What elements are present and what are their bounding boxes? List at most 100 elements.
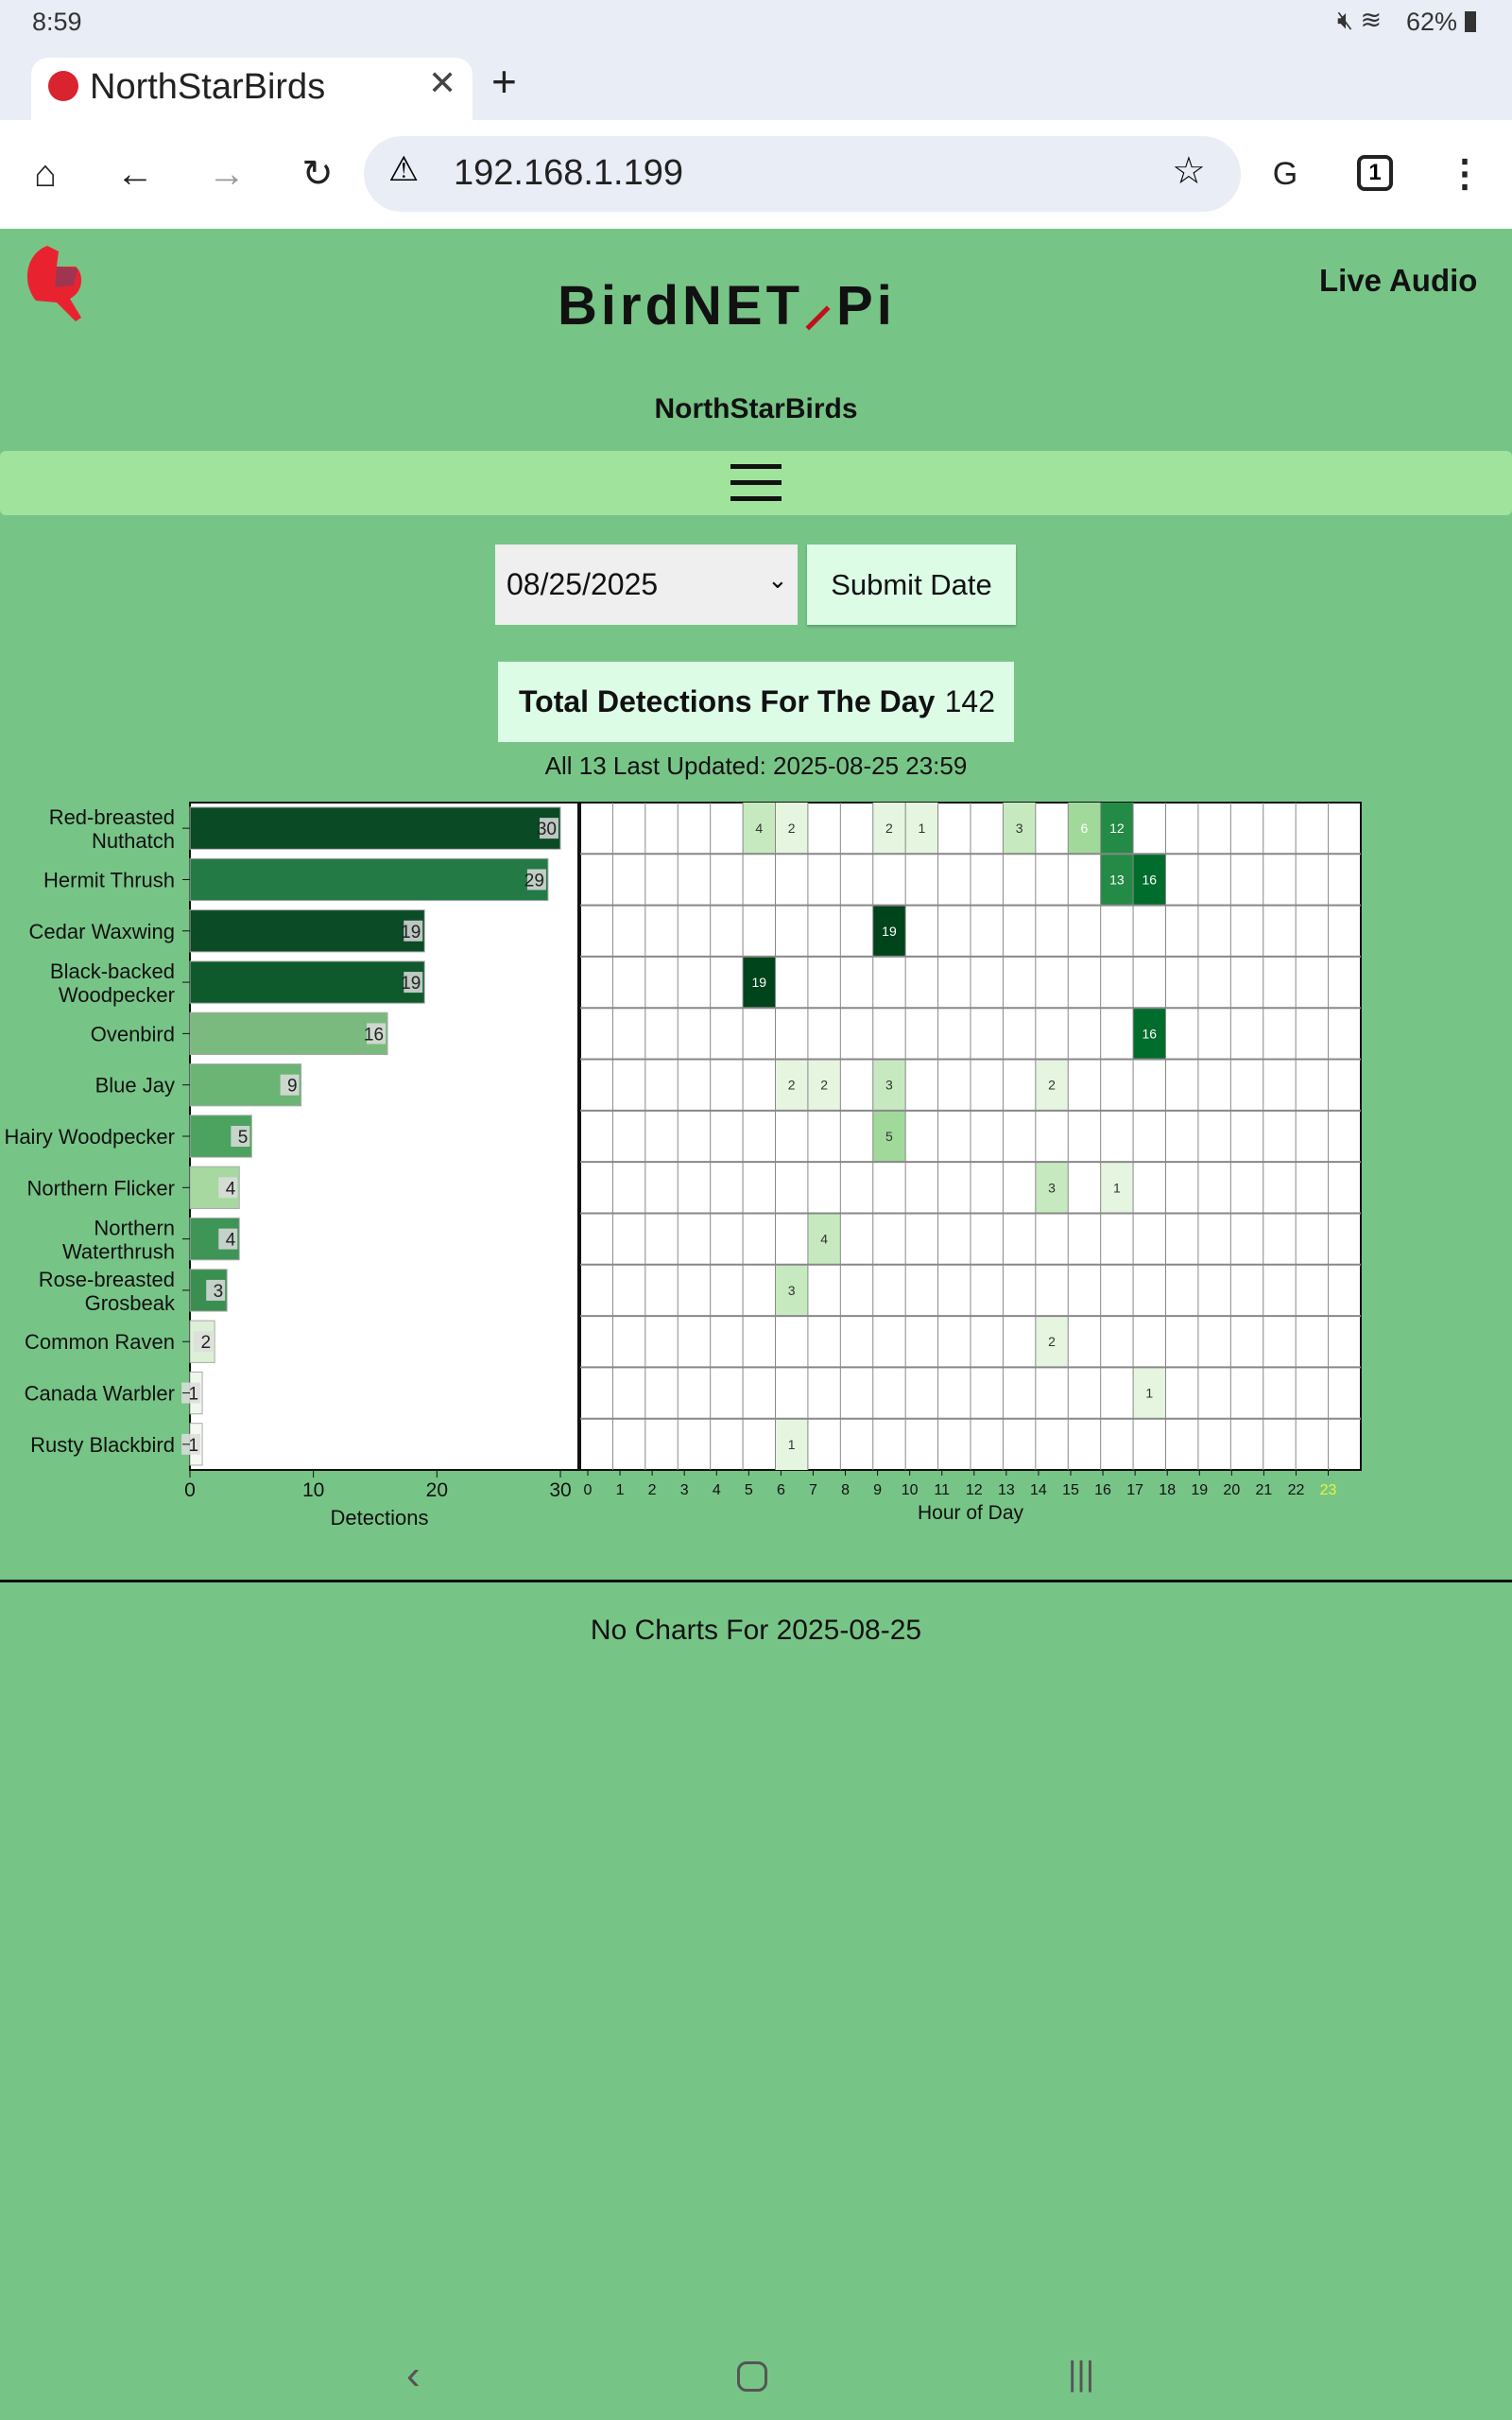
heatmap-cell [872, 1059, 906, 1111]
status-time: 8:59 [32, 8, 82, 36]
bar-value-label: 4 [226, 1179, 236, 1199]
heatmap-cell [872, 905, 906, 957]
back-icon[interactable]: ← [116, 153, 154, 195]
bar-value-label: 29 [524, 871, 544, 890]
hour-tick-label: 4 [713, 1482, 721, 1498]
hour-tick-label: 1 [616, 1482, 625, 1498]
insecure-warning-icon[interactable]: ⚠ [388, 149, 420, 188]
heatmap-cell [1100, 854, 1134, 906]
battery-level: 62% [1406, 8, 1458, 36]
date-select[interactable]: 08/25/2025 ⌄ [495, 544, 798, 625]
forward-icon[interactable]: → [208, 153, 246, 195]
heatmap-cell-value: 2 [820, 1078, 828, 1093]
bar-x-axis-label: Detections [331, 1506, 429, 1530]
total-label: Total Detections For The Day [519, 684, 936, 718]
hour-tick-label: 2 [648, 1482, 657, 1498]
nav-back-icon[interactable]: ‹ [406, 2352, 421, 2398]
heatmap-cell [1133, 1367, 1166, 1419]
species-label: Cedar Waxwing [29, 920, 175, 943]
live-audio-link[interactable]: Live Audio [1319, 263, 1478, 298]
hour-tick-label: 23 [1320, 1482, 1337, 1498]
close-tab-icon[interactable]: ✕ [428, 63, 457, 102]
tab-count[interactable]: 1 [1357, 155, 1393, 191]
bar-3 [189, 960, 425, 1004]
species-label: Common Raven [25, 1330, 175, 1354]
heatmap-cell-value: 19 [882, 924, 897, 939]
heatmap-cell-value: 2 [788, 821, 796, 836]
heatmap-cell-value: 4 [755, 821, 763, 836]
x-tick-label: 10 [302, 1479, 324, 1501]
mute-wifi-icons: 🔇︎ ≋ [1337, 6, 1383, 34]
hour-tick-label: 10 [902, 1482, 919, 1498]
address-bar-row: ⌂ ← → ↻ ⚠ 192.168.1.199 ☆ G 1 ⋮ [0, 120, 1512, 229]
heatmap-cell [1003, 803, 1036, 855]
heatmap-cell-value: 3 [788, 1283, 796, 1298]
reload-icon[interactable]: ↻ [301, 153, 334, 195]
bookmark-star-icon[interactable]: ☆ [1172, 150, 1206, 192]
hour-tick-label: 15 [1062, 1482, 1079, 1498]
site-logo-title: BirdNET⸝Pi [558, 263, 896, 342]
heatmap-cell [1100, 803, 1134, 855]
heatmap-cell [872, 803, 906, 855]
hour-tick-label: 19 [1191, 1482, 1208, 1498]
heatmap-cell [775, 803, 808, 855]
total-detections-box: Total Detections For The Day 142 [498, 662, 1014, 742]
heatmap-cell-value: 19 [752, 975, 767, 990]
heatmap-cell-value: 1 [1145, 1386, 1153, 1401]
hour-tick-label: 13 [998, 1482, 1015, 1498]
page-content: BirdNET⸝Pi Live Audio NorthStarBirds 08/… [0, 229, 1512, 2420]
url-field[interactable]: ⚠ 192.168.1.199 ☆ [364, 136, 1241, 212]
hour-tick-label: 20 [1223, 1482, 1240, 1498]
heatmap-cell-value: 2 [1048, 1078, 1056, 1093]
x-tick-label: 30 [549, 1479, 571, 1501]
nav-home-icon[interactable] [737, 2361, 767, 2392]
nav-recents-icon[interactable]: ||| [1068, 2354, 1095, 2393]
home-icon[interactable]: ⌂ [33, 153, 58, 195]
heatmap-cell-value: 1 [788, 1437, 796, 1452]
new-tab-icon[interactable]: + [491, 57, 517, 106]
bar-value-label: 16 [364, 1025, 384, 1045]
hour-tick-label: 18 [1159, 1482, 1176, 1498]
bar-label-bg [231, 1126, 250, 1147]
bar-0 [189, 806, 561, 850]
last-updated: All 13 Last Updated: 2025-08-25 23:59 [544, 752, 968, 780]
battery-icon [1465, 11, 1476, 32]
heatmap-cell [1035, 1316, 1069, 1368]
browser-tab[interactable]: NorthStarBirds ✕ [31, 58, 472, 120]
bar-value-label: 2 [201, 1333, 212, 1353]
heatmap-cell [1133, 854, 1166, 906]
feather-icon: ⸝ [803, 272, 837, 337]
x-tick-label: 20 [426, 1479, 448, 1501]
heatmap-cell-value: 2 [1048, 1334, 1056, 1349]
bar-label-bg [181, 1433, 201, 1455]
translate-icon[interactable]: G [1272, 156, 1298, 192]
heatmap-cell-value: 16 [1143, 872, 1158, 887]
hamburger-menu-icon[interactable] [730, 464, 782, 502]
submit-date-button[interactable]: Submit Date [807, 544, 1016, 625]
no-charts-message: No Charts For 2025-08-25 [590, 1615, 922, 1646]
species-label: Canada Warbler [25, 1382, 175, 1406]
hour-tick-label: 12 [966, 1482, 983, 1498]
heatmap-cell [807, 1213, 841, 1265]
hour-tick-label: 8 [841, 1482, 850, 1498]
bar-value-label: 19 [401, 923, 421, 942]
menu-dots-icon[interactable]: ⋮ [1446, 153, 1484, 195]
birdnet-logo-icon [26, 246, 82, 321]
hour-tick-label: 6 [777, 1482, 785, 1498]
species-label: Northern Flicker [27, 1176, 175, 1200]
bar-label-bg [367, 1023, 387, 1045]
bar-value-label: 1 [188, 1436, 198, 1456]
bar-label-bg [280, 1074, 300, 1096]
heatmap-cell-value: 16 [1143, 1026, 1158, 1041]
bar-label-bg [218, 1228, 238, 1250]
hour-tick-label: 3 [680, 1482, 689, 1498]
bar-label-bg [404, 920, 423, 942]
species-label: Northern Waterthrush [62, 1217, 175, 1264]
date-value: 08/25/2025 [507, 567, 659, 601]
heatmap-cell-value: 3 [885, 1078, 893, 1093]
heatmap-cell-value: 2 [885, 821, 893, 836]
hour-tick-label: 11 [934, 1482, 950, 1498]
hour-tick-label: 21 [1256, 1482, 1273, 1498]
species-label: Rose-breasted Grosbeak [39, 1268, 176, 1315]
species-label: Black-backed Woodpecker [50, 959, 175, 1007]
